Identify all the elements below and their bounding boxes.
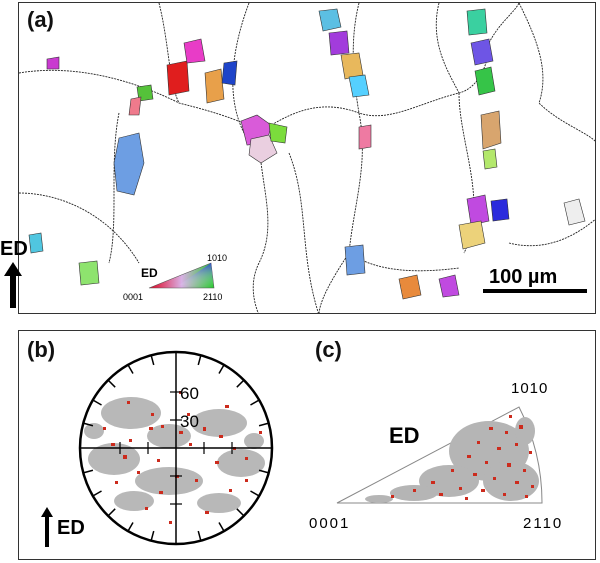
- panel-a-label: (a): [27, 7, 54, 32]
- pole-figure-gray-density: [84, 397, 265, 513]
- pole-figure-ring-30: 30: [180, 412, 199, 431]
- color-key: ED 0001 2110 1010: [123, 253, 227, 302]
- ipf-red-points: [391, 415, 534, 500]
- rim-tick: [92, 490, 102, 497]
- pole-figure-axis-ticks: [119, 391, 233, 505]
- pole-figure: 60 30: [78, 350, 274, 546]
- scale-bar-line: [483, 289, 587, 293]
- ipf-title: ED: [389, 423, 420, 448]
- inverse-pole-figure: ED 1010 0001 2110: [309, 380, 563, 532]
- rim-tick: [250, 399, 260, 406]
- rim-tick: [218, 364, 225, 374]
- color-key-corner-top: 1010: [207, 253, 227, 263]
- rim-tick: [107, 379, 116, 388]
- scale-bar-label: 100 µm: [489, 266, 557, 288]
- rim-tick: [197, 530, 202, 541]
- panel-b-label: (b): [27, 337, 56, 362]
- pole-figures-svg: 60 30: [78, 350, 563, 546]
- ipf-corner-left: 0001: [309, 515, 350, 532]
- rim-tick: [83, 422, 94, 427]
- rim-tick: [218, 522, 225, 532]
- pole-figure-ed-arrow-icon: [41, 507, 53, 547]
- ipf-corner-right: 2110: [523, 515, 563, 532]
- color-key-corner-left: 0001: [123, 292, 143, 302]
- rim-tick: [258, 422, 269, 427]
- colored-grains: [28, 8, 586, 300]
- rim-tick: [258, 469, 269, 474]
- rim-tick: [150, 530, 155, 541]
- ipf-corner-top: 1010: [511, 380, 548, 397]
- rim-tick: [250, 490, 260, 497]
- rim-tick: [107, 508, 116, 517]
- ebsd-map-panel: ED 0001 2110 1010 100 µm (a): [18, 2, 596, 314]
- pole-figure-ed-label: ED: [57, 517, 85, 539]
- pole-figure-rim-ticks: [83, 355, 269, 541]
- color-key-corner-right: 2110: [203, 292, 222, 302]
- map-ed-label: ED: [0, 238, 28, 260]
- rim-tick: [127, 364, 134, 374]
- rim-tick: [236, 508, 245, 517]
- rim-tick: [150, 355, 155, 366]
- rim-tick: [236, 379, 245, 388]
- rim-tick: [92, 399, 102, 406]
- map-ed-arrow-icon: [4, 262, 22, 308]
- panel-c-label: (c): [315, 337, 342, 362]
- pole-figure-ring-60: 60: [180, 384, 199, 403]
- ebsd-map-svg: ED 0001 2110 1010 100 µm: [19, 3, 595, 313]
- color-key-title: ED: [141, 266, 158, 280]
- pole-figure-panel: 60 30: [18, 330, 596, 560]
- rim-tick: [127, 522, 134, 532]
- rim-tick: [83, 469, 94, 474]
- rim-tick: [197, 355, 202, 366]
